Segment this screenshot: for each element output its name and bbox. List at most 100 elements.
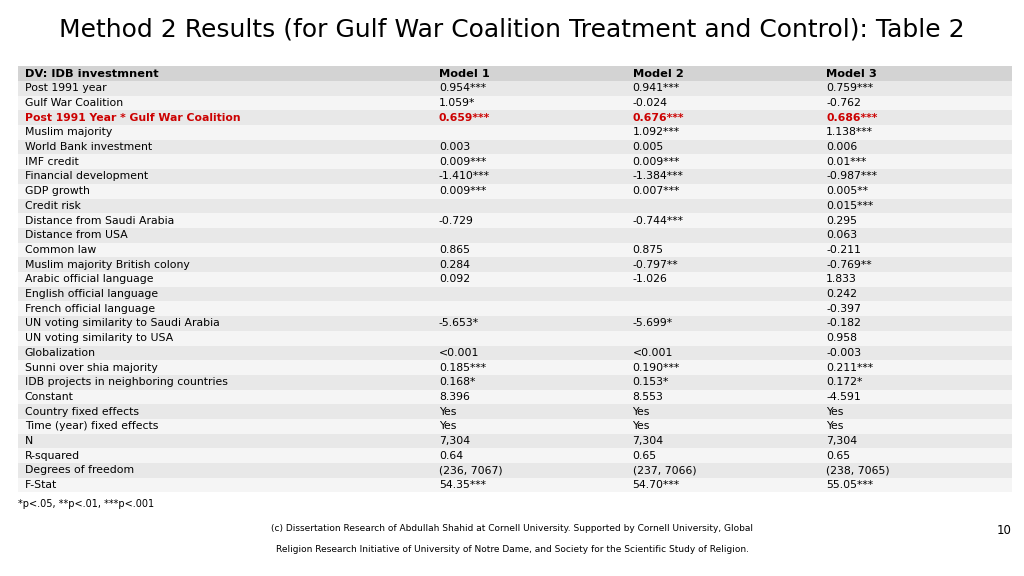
- Text: Model 1: Model 1: [439, 69, 489, 78]
- Text: 0.284: 0.284: [439, 260, 470, 270]
- Text: 0.941***: 0.941***: [633, 84, 680, 93]
- Text: 0.015***: 0.015***: [826, 201, 873, 211]
- Bar: [18, 184, 1012, 199]
- Text: -1.384***: -1.384***: [633, 172, 683, 181]
- Text: 0.242: 0.242: [826, 289, 857, 299]
- Bar: [18, 316, 1012, 331]
- Bar: [18, 287, 1012, 301]
- Bar: [18, 257, 1012, 272]
- Text: IMF credit: IMF credit: [25, 157, 78, 167]
- Text: Muslim majority: Muslim majority: [25, 127, 112, 138]
- Text: -0.024: -0.024: [633, 98, 668, 108]
- Text: -0.729: -0.729: [439, 215, 474, 226]
- Text: 0.65: 0.65: [826, 451, 850, 461]
- Text: Religion Research Initiative of University of Notre Dame, and Society for the Sc: Religion Research Initiative of Universi…: [275, 545, 749, 555]
- Bar: [18, 96, 1012, 111]
- Bar: [18, 346, 1012, 360]
- Text: 7,304: 7,304: [826, 436, 857, 446]
- Bar: [18, 419, 1012, 434]
- Text: English official language: English official language: [25, 289, 158, 299]
- Bar: [18, 242, 1012, 257]
- Text: 0.954***: 0.954***: [439, 84, 486, 93]
- Text: (238, 7065): (238, 7065): [826, 465, 890, 475]
- Text: GDP growth: GDP growth: [25, 186, 89, 196]
- Text: 0.009***: 0.009***: [633, 157, 680, 167]
- Text: -0.211: -0.211: [826, 245, 861, 255]
- Text: -4.591: -4.591: [826, 392, 861, 402]
- Text: 0.006: 0.006: [826, 142, 857, 152]
- Bar: [18, 111, 1012, 125]
- Text: DV: IDB investmnent: DV: IDB investmnent: [25, 69, 158, 78]
- Text: Credit risk: Credit risk: [25, 201, 81, 211]
- Text: Yes: Yes: [633, 407, 650, 416]
- Text: 0.190***: 0.190***: [633, 362, 680, 373]
- Bar: [18, 66, 1012, 81]
- Bar: [18, 272, 1012, 287]
- Text: Distance from USA: Distance from USA: [25, 230, 127, 240]
- Text: 0.865: 0.865: [439, 245, 470, 255]
- Bar: [18, 140, 1012, 154]
- Text: *p<.05, **p<.01, ***p<.001: *p<.05, **p<.01, ***p<.001: [18, 499, 155, 509]
- Text: -0.744***: -0.744***: [633, 215, 684, 226]
- Text: 54.35***: 54.35***: [439, 480, 485, 490]
- Text: 0.958: 0.958: [826, 333, 857, 343]
- Text: -0.769**: -0.769**: [826, 260, 871, 270]
- Text: UN voting similarity to USA: UN voting similarity to USA: [25, 333, 173, 343]
- Text: Model 2: Model 2: [633, 69, 683, 78]
- Text: (236, 7067): (236, 7067): [439, 465, 503, 475]
- Text: 0.659***: 0.659***: [439, 113, 490, 123]
- Text: (c) Dissertation Research of Abdullah Shahid at Cornell University. Supported by: (c) Dissertation Research of Abdullah Sh…: [271, 524, 753, 533]
- Text: 0.295: 0.295: [826, 215, 857, 226]
- Text: 10: 10: [996, 524, 1012, 537]
- Bar: [18, 213, 1012, 228]
- Bar: [18, 169, 1012, 184]
- Text: 0.65: 0.65: [633, 451, 656, 461]
- Text: 54.70***: 54.70***: [633, 480, 680, 490]
- Text: 0.003: 0.003: [439, 142, 470, 152]
- Text: Common law: Common law: [25, 245, 96, 255]
- Bar: [18, 478, 1012, 492]
- Bar: [18, 463, 1012, 478]
- Text: -5.653*: -5.653*: [439, 319, 479, 328]
- Text: <0.001: <0.001: [633, 348, 673, 358]
- Text: World Bank investment: World Bank investment: [25, 142, 152, 152]
- Text: UN voting similarity to Saudi Arabia: UN voting similarity to Saudi Arabia: [25, 319, 219, 328]
- Text: 0.759***: 0.759***: [826, 84, 873, 93]
- Text: Sunni over shia majority: Sunni over shia majority: [25, 362, 158, 373]
- Text: -0.797**: -0.797**: [633, 260, 678, 270]
- Text: Gulf War Coalition: Gulf War Coalition: [25, 98, 123, 108]
- Text: 0.875: 0.875: [633, 245, 664, 255]
- Text: 0.185***: 0.185***: [439, 362, 486, 373]
- Text: Yes: Yes: [633, 421, 650, 431]
- Text: F-Stat: F-Stat: [25, 480, 56, 490]
- Text: -0.987***: -0.987***: [826, 172, 878, 181]
- Text: 0.005**: 0.005**: [826, 186, 868, 196]
- Bar: [18, 301, 1012, 316]
- Bar: [18, 81, 1012, 96]
- Bar: [18, 154, 1012, 169]
- Text: 0.686***: 0.686***: [826, 113, 878, 123]
- Bar: [18, 199, 1012, 213]
- Text: Post 1991 year: Post 1991 year: [25, 84, 106, 93]
- Text: 0.153*: 0.153*: [633, 377, 669, 387]
- Text: 0.092: 0.092: [439, 274, 470, 285]
- Text: Post 1991 Year * Gulf War Coalition: Post 1991 Year * Gulf War Coalition: [25, 113, 241, 123]
- Text: -0.182: -0.182: [826, 319, 861, 328]
- Text: 55.05***: 55.05***: [826, 480, 873, 490]
- Text: Yes: Yes: [826, 407, 844, 416]
- Bar: [18, 125, 1012, 140]
- Text: Distance from Saudi Arabia: Distance from Saudi Arabia: [25, 215, 174, 226]
- Text: Yes: Yes: [826, 421, 844, 431]
- Text: 1.138***: 1.138***: [826, 127, 873, 138]
- Text: (237, 7066): (237, 7066): [633, 465, 696, 475]
- Bar: [18, 360, 1012, 375]
- Text: -5.699*: -5.699*: [633, 319, 673, 328]
- Text: IDB projects in neighboring countries: IDB projects in neighboring countries: [25, 377, 227, 387]
- Bar: [18, 331, 1012, 346]
- Text: 0.01***: 0.01***: [826, 157, 866, 167]
- Text: Globalization: Globalization: [25, 348, 95, 358]
- Text: Model 3: Model 3: [826, 69, 878, 78]
- Bar: [18, 434, 1012, 448]
- Text: -1.026: -1.026: [633, 274, 668, 285]
- Text: Muslim majority British colony: Muslim majority British colony: [25, 260, 189, 270]
